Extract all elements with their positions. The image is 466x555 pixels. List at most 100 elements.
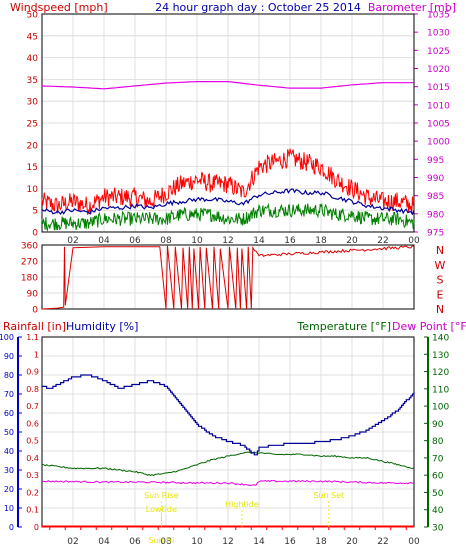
temperature-tick-label: 120 [432,368,449,378]
direction-left-tick-label: 270 [21,258,38,268]
rainfall-tick-label: 0.5 [26,437,39,446]
wind-left-tick-label: 5 [32,207,38,217]
wind-left-tick-label: 45 [27,32,38,42]
wind-panel: 0510152025303540455097598098599099510001… [27,11,451,247]
compass-label: W [435,259,446,272]
wind-x-tick-label: 06 [129,236,141,246]
wind-average-series [41,188,415,216]
wind-left-tick-label: 20 [27,141,39,151]
barometer-tick-label: 1020 [427,65,450,75]
humidity-tick-label: 70 [4,390,14,399]
temperature-tick-label: 90 [432,420,444,430]
graph-title: 24 hour graph day : October 25 2014 [155,1,361,14]
compass-label: E [437,288,444,301]
rainfall-axis-label: Rainfall [in] [3,320,66,333]
barometer-tick-label: 1025 [427,47,450,57]
humidity-tick-label: 40 [4,447,14,456]
wind-x-tick-label: 08 [160,236,172,246]
humidity-tick-label: 20 [4,485,14,494]
barometer-tick-label: 990 [427,174,444,184]
compass-label: S [437,274,444,287]
wind-x-tick-label: 10 [191,236,203,246]
barometer-series [41,80,414,90]
rainfall-tick-label: 0.7 [26,402,39,411]
wind-left-tick-label: 50 [27,11,39,21]
humidity-x-tick-label: 00 [408,537,420,547]
temperature-tick-label: 110 [432,385,449,395]
barometer-axis-label: Barometer [mb] [368,1,456,14]
wind-x-tick-label: 00 [408,236,420,246]
annotation-label: Sun Set [313,491,344,500]
annotation-label: Sun Rise [144,491,179,500]
rainfall-tick-label: 0.2 [26,488,39,497]
temperature-tick-label: 140 [432,334,449,344]
rainfall-tick-label: 0.8 [26,385,39,394]
wind-left-tick-label: 40 [27,54,39,64]
temperature-tick-label: 30 [432,524,444,534]
rainfall-tick-label: 1 [34,350,39,359]
windspeed-axis-label: Windspeed [mph] [10,1,108,14]
humidity-series [42,374,415,456]
wind-x-tick-label: 02 [67,236,78,246]
wind-gust-series [41,148,415,215]
rainfall-tick-label: 0.9 [26,368,39,377]
humidity-x-tick-label: 08 [160,537,172,547]
annotation-label: Lowtide [146,505,177,514]
temperature-tick-label: 50 [432,489,444,499]
rainfall-tick-label: 0.3 [26,471,39,480]
humidity-tick-label: 100 [0,333,14,342]
direction-left-tick-label: 360 [21,242,38,252]
direction-left-tick-label: 0 [32,306,38,316]
wind-x-tick-label: 20 [346,236,358,246]
temperature-tick-label: 70 [432,454,444,464]
annotation-label: Hightide [225,500,259,509]
humidity-x-tick-label: 14 [253,537,265,547]
compass-label: N [436,303,444,316]
wind-left-tick-label: 30 [27,98,39,108]
humidity-panel: 0 10 20 30 40 50 60 70 80 90 10 00 0.1 0.2 0.3 0.4 0.5 0.… [0,333,449,547]
wind-x-tick-label: 04 [98,236,110,246]
rainfall-tick-label: 0.6 [26,419,39,428]
humidity-tick-label: 0 [9,523,14,532]
barometer-tick-label: 1005 [427,120,450,130]
direction-left-tick-label: 90 [27,290,39,300]
humidity-x-tick-label: 02 [67,537,78,547]
wind-x-tick-label: 16 [284,236,296,246]
humidity-tick-label: 10 [4,504,14,513]
temperature-tick-label: 60 [432,472,444,482]
wind-left-tick-label: 25 [27,120,38,130]
direction-left-tick-label: 180 [21,274,38,284]
humidity-x-tick-label: 22 [377,537,388,547]
wind-left-tick-label: 35 [27,76,38,86]
barometer-tick-label: 975 [427,229,444,239]
temperature-tick-label: 100 [432,403,449,413]
wind-x-tick-label: 18 [315,236,327,246]
humidity-tick-label: 80 [4,371,14,380]
humidity-x-tick-label: 18 [315,537,327,547]
wind-x-tick-label: 22 [377,236,388,246]
wind-low-series [41,202,415,233]
temperature-series [41,451,415,477]
rainfall-tick-label: 0.1 [26,506,39,515]
humidity-x-tick-label: 20 [346,537,358,547]
wind-x-tick-label: 14 [253,236,265,246]
humidity-axis-label: Humidity [%] [66,320,138,333]
humidity-x-tick-label: 16 [284,537,296,547]
humidity-x-tick-label: 10 [191,537,203,547]
wind-x-tick-label: 12 [222,236,233,246]
wind-left-tick-label: 15 [27,163,38,173]
humidity-x-tick-label: 04 [98,537,110,547]
humidity-tick-label: 90 [4,352,14,361]
temperature-axis-label: Temperature [°F] [296,320,391,333]
rainfall-tick-label: 0.4 [26,454,39,463]
barometer-tick-label: 1035 [427,11,450,21]
barometer-tick-label: 980 [427,210,444,220]
humidity-tick-label: 60 [4,409,14,418]
temperature-tick-label: 80 [432,437,444,447]
dewpoint-series [41,479,415,487]
dewpoint-axis-label: Dew Point [°F] [392,320,466,333]
wind-direction-series [41,244,415,310]
wind-left-tick-label: 10 [27,185,39,195]
wind-left-tick-label: 0 [32,229,38,239]
